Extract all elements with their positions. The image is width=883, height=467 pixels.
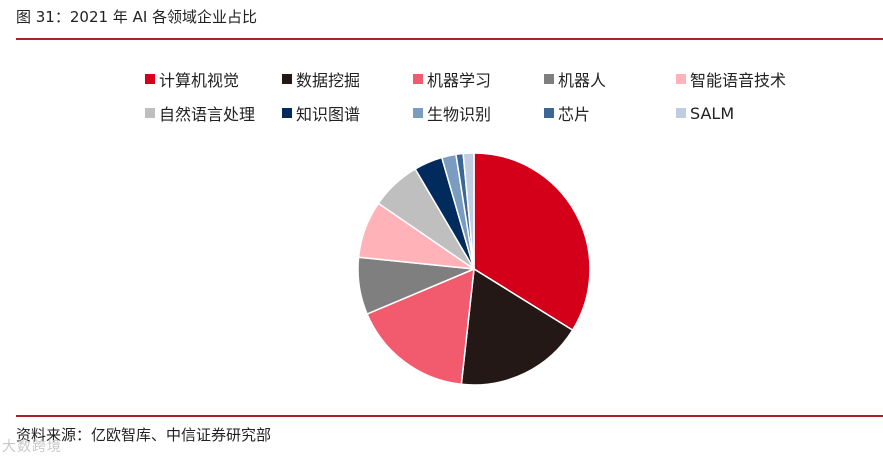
legend-swatch [282,74,292,84]
legend-label: SALM [690,103,735,123]
title-divider [16,38,883,40]
legend-swatch [282,108,292,118]
legend-label: 机器学习 [427,71,492,90]
source-divider [16,415,883,417]
legend-item-machine-learning: 机器学习 [413,66,491,92]
legend-label: 自然语言处理 [159,105,256,124]
pie-chart [357,152,591,386]
legend-label: 知识图谱 [296,105,361,124]
legend-swatch [413,74,423,84]
legend-label: 计算机视觉 [159,71,240,90]
legend-label: 智能语音技术 [690,71,787,90]
watermark: 大数跨境 [2,439,62,455]
legend-item-computer-vision: 计算机视觉 [145,66,239,92]
legend-item-data-mining: 数据挖掘 [282,66,360,92]
legend-item-salm: SALM [676,100,734,126]
legend-label: 数据挖掘 [296,71,361,90]
pie-slice-computer-vision [473,152,591,332]
legend-swatch [145,108,155,118]
legend-swatch [145,74,155,84]
legend-item-chip: 芯片 [544,100,590,126]
legend-item-biometrics: 生物识别 [413,100,491,126]
legend-swatch [544,108,554,118]
legend-item-knowledge-graph: 知识图谱 [282,100,360,126]
pie-slice-machine-learning [366,267,475,386]
legend-label: 芯片 [558,105,591,124]
legend-item-robot: 机器人 [544,66,606,92]
legend-label: 生物识别 [427,105,492,124]
pie-slice-data-mining [460,267,574,386]
legend-label: 机器人 [558,71,607,90]
pie-slice-salm [462,152,475,270]
legend-swatch [413,108,423,118]
legend-swatch [544,74,554,84]
legend-item-nlp: 自然语言处理 [145,100,255,126]
legend-swatch [676,74,686,84]
figure-source: 资料来源：亿欧智库、中信证券研究部 [16,426,272,444]
legend-item-voice-tech: 智能语音技术 [676,66,786,92]
legend-swatch [676,108,686,118]
figure-title: 图 31：2021 年 AI 各领域企业占比 [16,8,258,26]
